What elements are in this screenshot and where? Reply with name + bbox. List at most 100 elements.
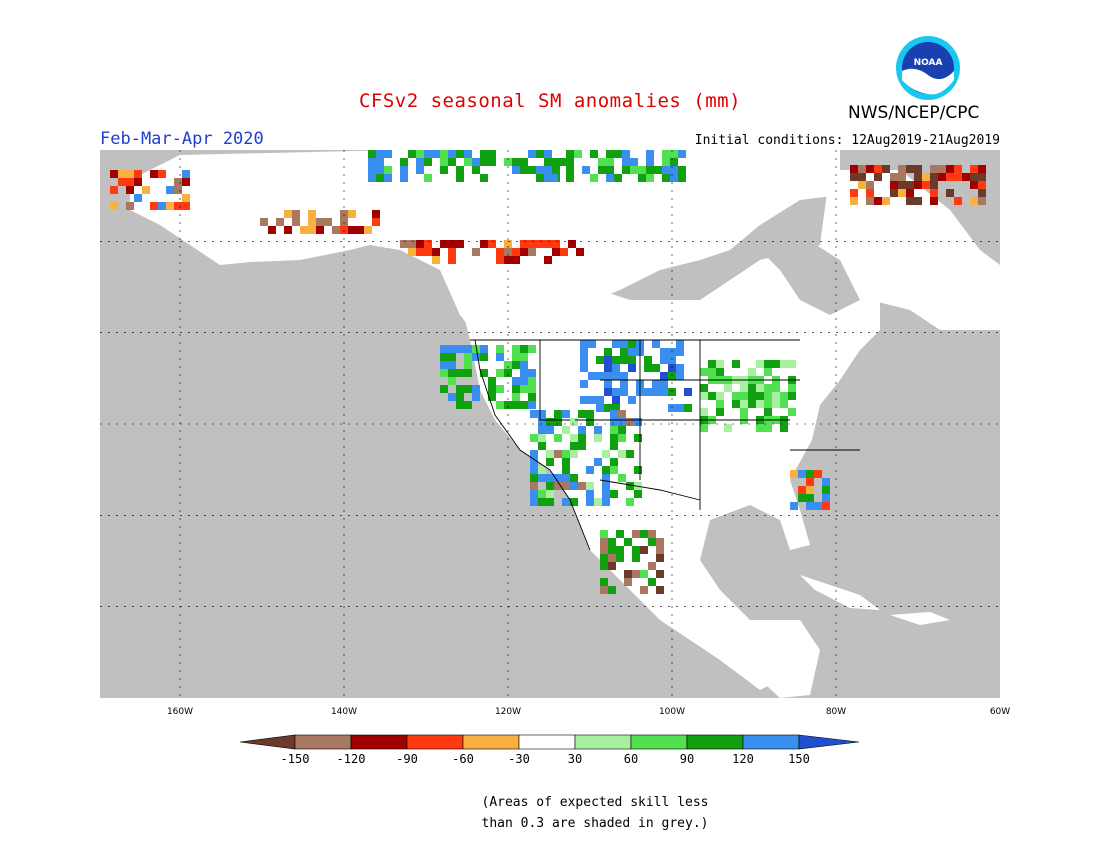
anomaly-cell bbox=[700, 368, 708, 376]
anomaly-cell bbox=[566, 158, 574, 166]
lon-label: 80W bbox=[826, 707, 846, 717]
anomaly-cell bbox=[684, 404, 692, 412]
anomaly-cell bbox=[566, 166, 574, 174]
anomaly-cell bbox=[546, 450, 554, 458]
anomaly-cell bbox=[610, 490, 618, 498]
anomaly-cell bbox=[756, 384, 764, 392]
anomaly-cell bbox=[638, 166, 646, 174]
anomaly-cell bbox=[656, 586, 664, 594]
anomaly-cell bbox=[610, 410, 618, 418]
anomaly-cell bbox=[528, 345, 536, 353]
anomaly-cell bbox=[978, 197, 986, 205]
anomaly-cell bbox=[628, 348, 636, 356]
anomaly-cell bbox=[538, 426, 546, 434]
anomaly-cell bbox=[700, 384, 708, 392]
anomaly-cell bbox=[488, 377, 496, 385]
anomaly-cell bbox=[608, 538, 616, 546]
anomaly-cell bbox=[596, 372, 604, 380]
anomaly-cell bbox=[626, 450, 634, 458]
anomaly-cell bbox=[790, 502, 798, 510]
anomaly-cell bbox=[610, 442, 618, 450]
anomaly-cell bbox=[890, 189, 898, 197]
anomaly-cell bbox=[424, 150, 432, 158]
anomaly-cell bbox=[954, 173, 962, 181]
anomaly-cell bbox=[626, 498, 634, 506]
anomaly-cell bbox=[618, 426, 626, 434]
anomaly-cell bbox=[480, 158, 488, 166]
anomaly-cell bbox=[580, 356, 588, 364]
anomaly-cell bbox=[182, 178, 190, 186]
anomaly-cell bbox=[588, 340, 596, 348]
anomaly-cell bbox=[684, 388, 692, 396]
anomaly-cell bbox=[578, 426, 586, 434]
anomaly-cell bbox=[376, 158, 384, 166]
anomaly-cell bbox=[554, 434, 562, 442]
anomaly-cell bbox=[472, 353, 480, 361]
anomaly-cell bbox=[620, 372, 628, 380]
anomaly-cell bbox=[512, 166, 520, 174]
anomaly-cell bbox=[448, 158, 456, 166]
anomaly-cell bbox=[858, 173, 866, 181]
anomaly-cell bbox=[554, 482, 562, 490]
anomaly-cell bbox=[676, 404, 684, 412]
legend-arrow-right bbox=[798, 734, 860, 750]
anomaly-cell bbox=[480, 345, 488, 353]
anomaly-cell bbox=[622, 150, 630, 158]
anomaly-cell bbox=[978, 189, 986, 197]
anomaly-cell bbox=[528, 150, 536, 158]
anomaly-cell bbox=[632, 546, 640, 554]
anomaly-cell bbox=[562, 450, 570, 458]
anomaly-cell bbox=[538, 410, 546, 418]
anomaly-cell bbox=[586, 498, 594, 506]
anomaly-cell bbox=[604, 388, 612, 396]
anomaly-cell bbox=[538, 466, 546, 474]
anomaly-cell bbox=[946, 165, 954, 173]
anomaly-cell bbox=[708, 392, 716, 400]
anomaly-cell bbox=[858, 165, 866, 173]
anomaly-cell bbox=[582, 166, 590, 174]
hudson-bay bbox=[750, 235, 860, 315]
anomaly-cell bbox=[772, 400, 780, 408]
anomaly-cell bbox=[866, 165, 874, 173]
anomaly-cell bbox=[970, 165, 978, 173]
anomaly-cell bbox=[618, 410, 626, 418]
anomaly-cell bbox=[182, 194, 190, 202]
anomaly-cell bbox=[602, 498, 610, 506]
anomaly-cell bbox=[134, 178, 142, 186]
anomaly-cell bbox=[464, 150, 472, 158]
anomaly-cell bbox=[662, 158, 670, 166]
anomaly-cell bbox=[530, 450, 538, 458]
anomaly-cell bbox=[970, 197, 978, 205]
anomaly-cell bbox=[978, 181, 986, 189]
anomaly-cell bbox=[748, 384, 756, 392]
anomaly-cell bbox=[622, 158, 630, 166]
legend-arrow-left bbox=[240, 734, 296, 750]
anomaly-cell bbox=[400, 174, 408, 182]
anomaly-cell bbox=[656, 546, 664, 554]
anomaly-cell bbox=[174, 202, 182, 210]
anomaly-cell bbox=[732, 360, 740, 368]
anomaly-cell bbox=[562, 498, 570, 506]
anomaly-cell bbox=[660, 356, 668, 364]
note-line-2: than 0.3 are shaded in grey.) bbox=[481, 816, 709, 831]
anomaly-cell bbox=[348, 226, 356, 234]
anomaly-cell bbox=[608, 546, 616, 554]
anomaly-cell bbox=[372, 218, 380, 226]
anomaly-cell bbox=[416, 166, 424, 174]
anomaly-cell bbox=[866, 181, 874, 189]
anomaly-cell bbox=[554, 450, 562, 458]
anomaly-cell bbox=[480, 174, 488, 182]
anomaly-cell bbox=[708, 368, 716, 376]
anomaly-cell bbox=[562, 458, 570, 466]
anomaly-cell bbox=[634, 418, 642, 426]
anomaly-cell bbox=[906, 181, 914, 189]
anomaly-cell bbox=[608, 554, 616, 562]
anomaly-cell bbox=[448, 150, 456, 158]
anomaly-cell bbox=[660, 372, 668, 380]
anomaly-cell bbox=[620, 380, 628, 388]
anomaly-cell bbox=[400, 166, 408, 174]
anomaly-cell bbox=[756, 400, 764, 408]
anomaly-cell bbox=[576, 248, 584, 256]
anomaly-cell bbox=[788, 360, 796, 368]
anomaly-cell bbox=[496, 353, 504, 361]
